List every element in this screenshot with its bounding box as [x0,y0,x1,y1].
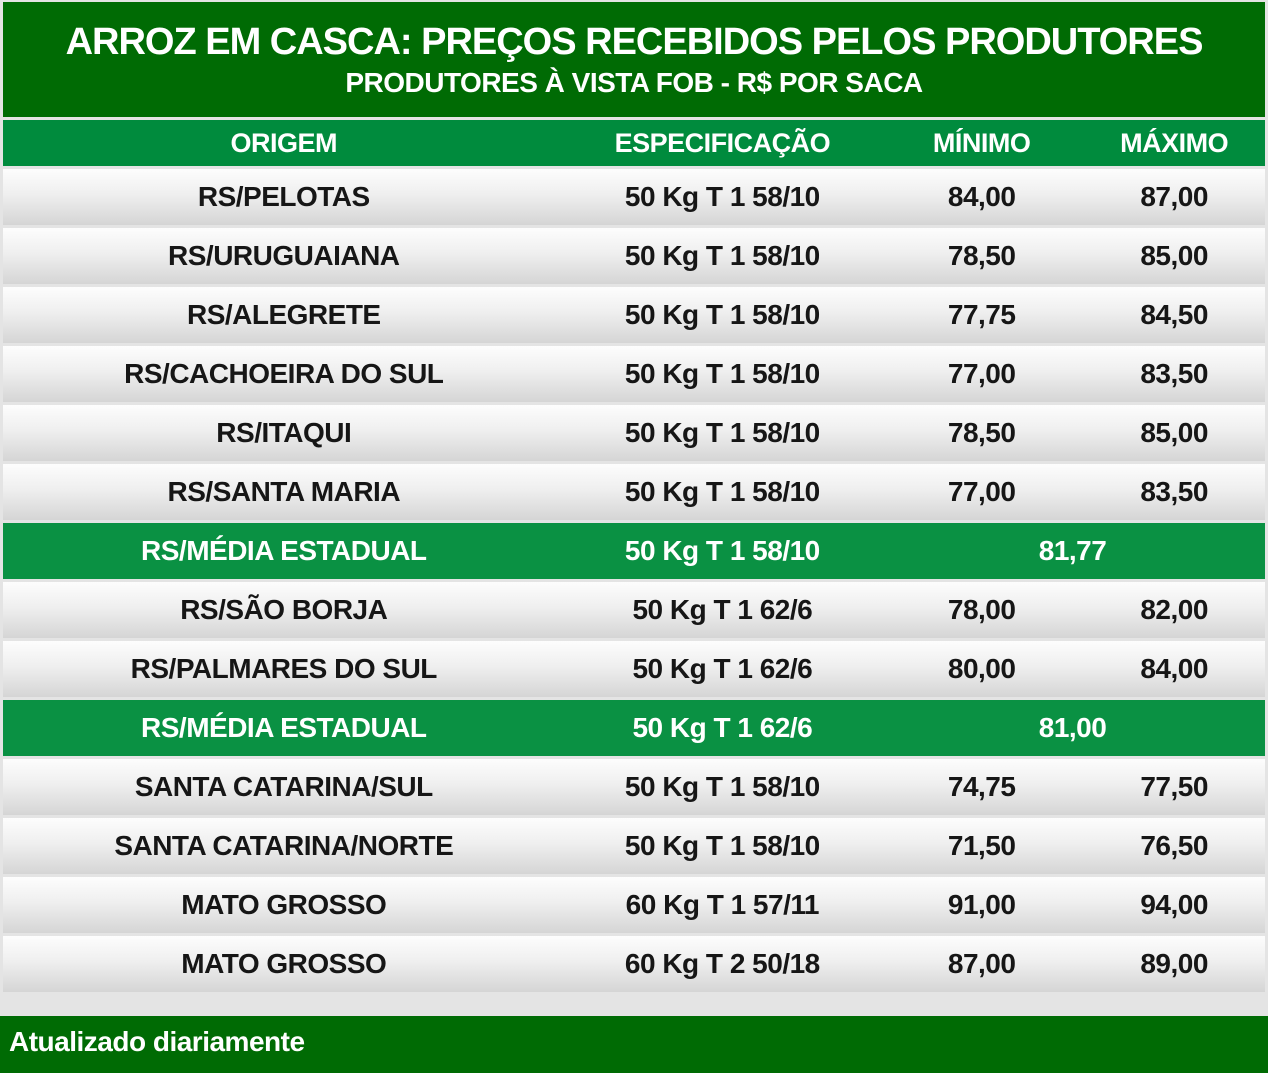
spec-cell: 50 Kg T 1 58/10 [564,759,881,815]
origem-cell: MATO GROSSO [3,936,565,992]
table-row: RS/ALEGRETE 50 Kg T 1 58/10 77,75 84,50 [3,287,1265,343]
min-cell: 78,00 [880,582,1084,638]
spec-cell: 50 Kg T 1 58/10 [564,228,881,284]
table-header-row: ORIGEM ESPECIFICAÇÃO MÍNIMO MÁXIMO [3,120,1265,166]
max-cell: 83,50 [1083,464,1265,520]
table-row: RS/ITAQUI 50 Kg T 1 58/10 78,50 85,00 [3,405,1265,461]
min-cell: 74,75 [880,759,1084,815]
max-cell: 77,50 [1083,759,1265,815]
spec-cell: 50 Kg T 1 58/10 [564,818,881,874]
min-cell: 78,50 [880,228,1084,284]
spec-cell: 50 Kg T 1 58/10 [564,464,881,520]
origem-cell: RS/SÃO BORJA [3,582,565,638]
origem-cell: RS/MÉDIA ESTADUAL [3,523,565,579]
origem-cell: RS/SANTA MARIA [3,464,565,520]
origem-cell: RS/PELOTAS [3,169,565,225]
spec-cell: 50 Kg T 1 62/6 [564,700,881,756]
table-row: SANTA CATARINA/NORTE 50 Kg T 1 58/10 71,… [3,818,1265,874]
column-header-minimo: MÍNIMO [880,120,1084,166]
min-cell: 71,50 [880,818,1084,874]
table-row: RS/PALMARES DO SUL 50 Kg T 1 62/6 80,00 … [3,641,1265,697]
spec-cell: 60 Kg T 1 57/11 [564,877,881,933]
max-cell: 85,00 [1083,228,1265,284]
table-row: RS/SÃO BORJA 50 Kg T 1 62/6 78,00 82,00 [3,582,1265,638]
table-row: RS/PELOTAS 50 Kg T 1 58/10 84,00 87,00 [3,169,1265,225]
spec-cell: 50 Kg T 1 58/10 [564,169,881,225]
origem-cell: RS/URUGUAIANA [3,228,565,284]
origem-cell: SANTA CATARINA/SUL [3,759,565,815]
max-cell: 94,00 [1083,877,1265,933]
column-header-maximo: MÁXIMO [1083,120,1265,166]
max-cell: 84,50 [1083,287,1265,343]
page-title: ARROZ EM CASCA: PREÇOS RECEBIDOS PELOS P… [65,20,1204,63]
table-row: RS/SANTA MARIA 50 Kg T 1 58/10 77,00 83,… [3,464,1265,520]
max-cell: 82,00 [1083,582,1265,638]
max-cell: 87,00 [1083,169,1265,225]
min-cell: 84,00 [880,169,1084,225]
min-cell: 87,00 [880,936,1084,992]
origem-cell: RS/ALEGRETE [3,287,565,343]
title-banner: ARROZ EM CASCA: PREÇOS RECEBIDOS PELOS P… [3,2,1265,117]
column-header-origem: ORIGEM [3,120,565,166]
spec-cell: 50 Kg T 1 62/6 [564,582,881,638]
origem-cell: RS/MÉDIA ESTADUAL [3,700,565,756]
spec-cell: 50 Kg T 1 58/10 [564,287,881,343]
media-value-cell: 81,00 [880,700,1265,756]
price-table: ORIGEM ESPECIFICAÇÃO MÍNIMO MÁXIMO RS/PE… [3,117,1265,995]
min-cell: 77,75 [880,287,1084,343]
min-cell: 77,00 [880,464,1084,520]
column-header-especificacao: ESPECIFICAÇÃO [564,120,881,166]
table-row-media-estadual: RS/MÉDIA ESTADUAL 50 Kg T 1 58/10 81,77 [3,523,1265,579]
page-subtitle: PRODUTORES À VISTA FOB - R$ POR SACA [345,66,923,98]
max-cell: 89,00 [1083,936,1265,992]
origem-cell: RS/CACHOEIRA DO SUL [3,346,565,402]
min-cell: 78,50 [880,405,1084,461]
max-cell: 85,00 [1083,405,1265,461]
max-cell: 83,50 [1083,346,1265,402]
origem-cell: MATO GROSSO [3,877,565,933]
max-cell: 84,00 [1083,641,1265,697]
spec-cell: 50 Kg T 1 58/10 [564,523,881,579]
min-cell: 77,00 [880,346,1084,402]
min-cell: 80,00 [880,641,1084,697]
min-cell: 91,00 [880,877,1084,933]
spec-cell: 50 Kg T 1 62/6 [564,641,881,697]
table-row: RS/URUGUAIANA 50 Kg T 1 58/10 78,50 85,0… [3,228,1265,284]
origem-cell: RS/PALMARES DO SUL [3,641,565,697]
table-row: RS/CACHOEIRA DO SUL 50 Kg T 1 58/10 77,0… [3,346,1265,402]
table-row: MATO GROSSO 60 Kg T 2 50/18 87,00 89,00 [3,936,1265,992]
spec-cell: 60 Kg T 2 50/18 [564,936,881,992]
origem-cell: RS/ITAQUI [3,405,565,461]
footer-note: Atualizado diariamente [0,1016,1268,1073]
spec-cell: 50 Kg T 1 58/10 [564,346,881,402]
max-cell: 76,50 [1083,818,1265,874]
table-row: MATO GROSSO 60 Kg T 1 57/11 91,00 94,00 [3,877,1265,933]
table-row-media-estadual: RS/MÉDIA ESTADUAL 50 Kg T 1 62/6 81,00 [3,700,1265,756]
media-value-cell: 81,77 [880,523,1265,579]
origem-cell: SANTA CATARINA/NORTE [3,818,565,874]
spec-cell: 50 Kg T 1 58/10 [564,405,881,461]
table-row: SANTA CATARINA/SUL 50 Kg T 1 58/10 74,75… [3,759,1265,815]
